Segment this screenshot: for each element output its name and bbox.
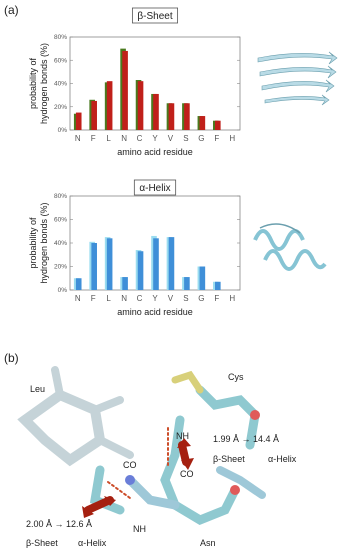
residue-label: Asn bbox=[200, 538, 216, 548]
residue-label: Leu bbox=[30, 384, 45, 394]
y-tick-label: 20% bbox=[54, 104, 67, 111]
y-tick-label: 60% bbox=[54, 57, 67, 64]
x-tick-label: Y bbox=[152, 134, 158, 143]
x-tick-label: V bbox=[168, 294, 174, 303]
bond-atom: CO bbox=[180, 469, 194, 479]
y-axis-label: hydrogen bonds (%) bbox=[39, 202, 49, 283]
bar bbox=[137, 81, 144, 130]
structure-label: α-Helix bbox=[268, 454, 297, 464]
x-tick-label: L bbox=[106, 134, 111, 143]
bar bbox=[153, 93, 159, 130]
bar bbox=[75, 278, 82, 290]
bar bbox=[153, 238, 159, 290]
y-tick-label: 40% bbox=[54, 240, 67, 247]
x-tick-label: H bbox=[229, 134, 235, 143]
bar bbox=[168, 103, 175, 130]
x-tick-label: N bbox=[75, 294, 81, 303]
y-axis-label: probability of bbox=[28, 57, 38, 109]
bar bbox=[215, 120, 221, 130]
x-tick-label: V bbox=[168, 134, 174, 143]
bond-atom: NH bbox=[176, 431, 189, 441]
panel-label: (a) bbox=[4, 3, 19, 17]
x-tick-label: C bbox=[137, 294, 143, 303]
bar bbox=[75, 112, 82, 130]
x-tick-label: N bbox=[121, 134, 127, 143]
structure-label: β-Sheet bbox=[213, 454, 245, 464]
x-tick-label: G bbox=[198, 134, 204, 143]
chart-title: β-Sheet bbox=[137, 11, 172, 22]
bar bbox=[184, 103, 190, 130]
x-tick-label: H bbox=[229, 294, 235, 303]
bar bbox=[91, 100, 97, 130]
x-axis-label: amino acid residue bbox=[117, 147, 193, 157]
bar bbox=[199, 116, 206, 130]
structure-label: α-Helix bbox=[78, 538, 107, 548]
bar bbox=[168, 237, 175, 290]
x-tick-label: F bbox=[91, 294, 96, 303]
residue-label: Cys bbox=[228, 372, 244, 382]
x-tick-label: L bbox=[106, 294, 111, 303]
y-tick-label: 0% bbox=[58, 287, 68, 294]
x-tick-label: N bbox=[75, 134, 81, 143]
bond-atom: CO bbox=[123, 460, 137, 470]
helix-ribbon bbox=[253, 223, 327, 271]
x-tick-label: F bbox=[214, 294, 219, 303]
x-axis-label: amino acid residue bbox=[117, 307, 193, 317]
molecule bbox=[17, 366, 266, 526]
y-axis-label: hydrogen bonds (%) bbox=[39, 43, 49, 124]
x-tick-label: C bbox=[137, 134, 143, 143]
structure-label: β-Sheet bbox=[26, 538, 58, 548]
title-box bbox=[133, 179, 177, 196]
y-tick-label: 60% bbox=[54, 217, 67, 224]
x-tick-label: Y bbox=[152, 294, 158, 303]
y-tick-label: 0% bbox=[58, 127, 68, 134]
bar bbox=[91, 243, 97, 290]
x-tick-label: N bbox=[121, 294, 127, 303]
bar bbox=[215, 281, 221, 290]
y-axis-label: probability of bbox=[28, 217, 38, 269]
title-box bbox=[131, 7, 179, 24]
bar bbox=[199, 266, 206, 290]
bond-atom: NH bbox=[133, 524, 146, 534]
bar bbox=[106, 238, 113, 290]
bar bbox=[122, 277, 128, 290]
bar bbox=[122, 50, 128, 131]
chart-title: α-Helix bbox=[139, 183, 170, 194]
x-tick-label: S bbox=[183, 294, 188, 303]
x-tick-label: F bbox=[91, 134, 96, 143]
y-tick-label: 80% bbox=[54, 34, 67, 41]
x-tick-label: G bbox=[198, 294, 204, 303]
y-tick-label: 20% bbox=[54, 264, 67, 271]
y-tick-label: 80% bbox=[54, 193, 67, 200]
panel-label: (b) bbox=[4, 351, 19, 365]
bar bbox=[106, 81, 113, 130]
bar bbox=[137, 251, 144, 290]
y-tick-label: 40% bbox=[54, 81, 67, 88]
bond-distance: 2.00 Å → 12.6 Å bbox=[26, 519, 92, 529]
bar bbox=[184, 277, 190, 290]
x-tick-label: F bbox=[214, 134, 219, 143]
sheet-ribbon bbox=[257, 51, 338, 106]
x-tick-label: S bbox=[183, 134, 188, 143]
bond-distance: 1.99 Å → 14.4 Å bbox=[213, 434, 279, 444]
